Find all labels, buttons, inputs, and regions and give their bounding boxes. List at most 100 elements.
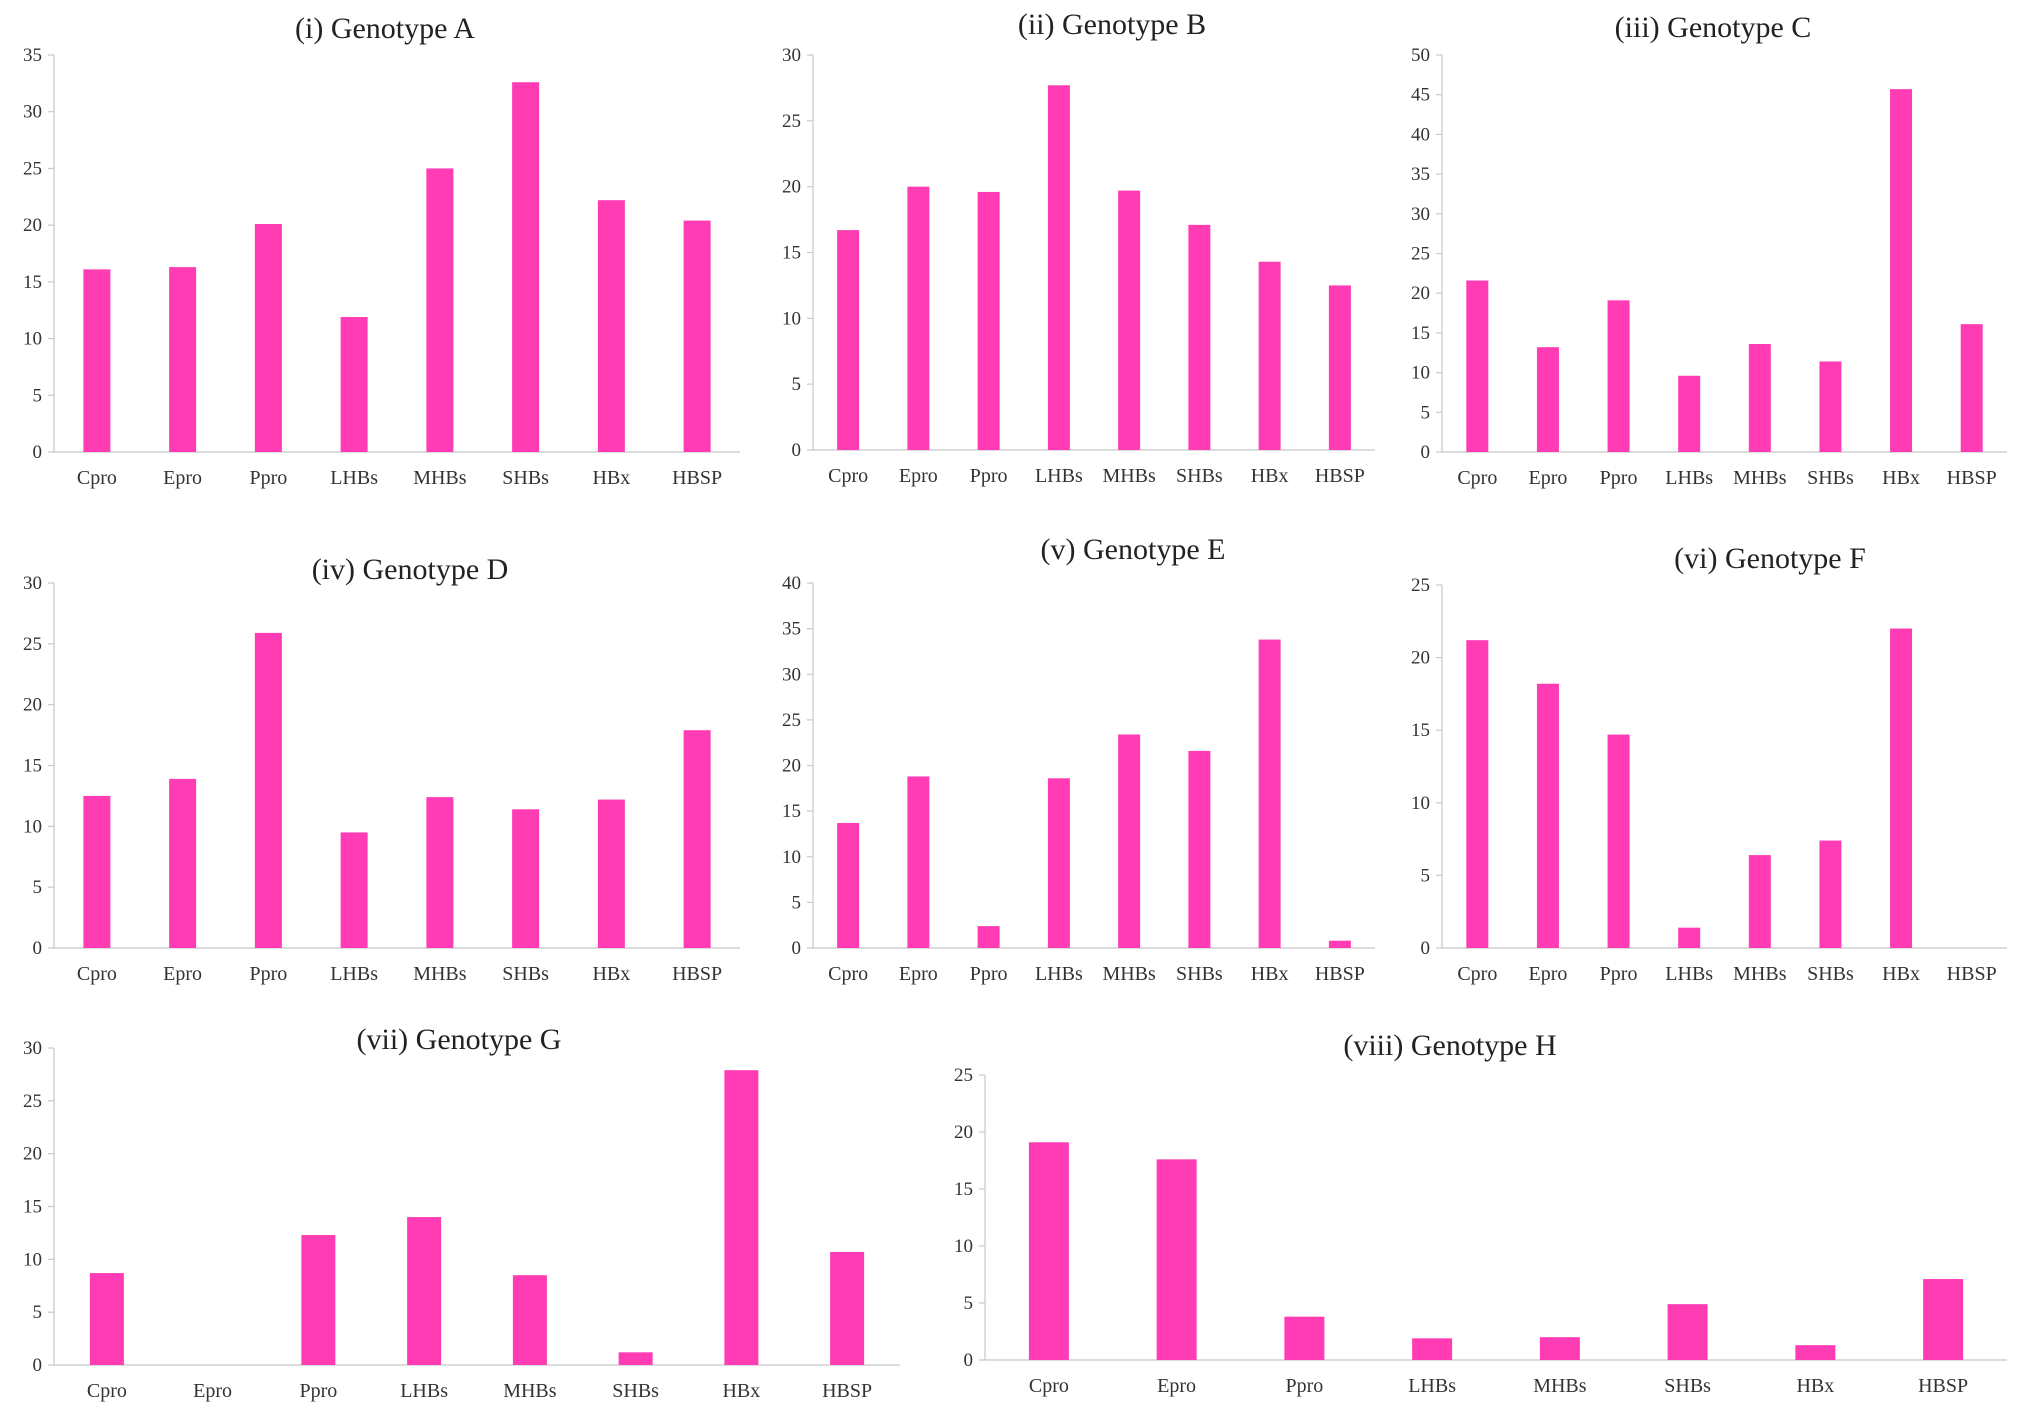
x-category-label: LHBs [330, 963, 378, 985]
chart-title: (viii) Genotype H [1343, 1029, 1556, 1062]
bar-shbs [618, 1352, 653, 1365]
bar-epro [907, 186, 930, 450]
bar-ppro [1284, 1316, 1325, 1360]
bar-ppro [301, 1235, 336, 1365]
bar-lhbs [340, 832, 368, 948]
bar-epro [1536, 347, 1559, 452]
x-category-label: Cpro [77, 963, 117, 985]
bar-hbx [1258, 639, 1281, 948]
y-tick-label: 35 [23, 45, 42, 66]
bar-shbs [1819, 840, 1842, 948]
y-tick-label: 15 [782, 243, 801, 264]
bar-mhbs [1118, 190, 1141, 450]
y-tick-label: 15 [23, 756, 42, 777]
bar-ppro [977, 191, 1000, 450]
bar-hbx [1890, 89, 1913, 452]
bar-epro [1156, 1159, 1197, 1360]
x-category-label: HBx [1882, 963, 1920, 985]
bar-cpro [1466, 280, 1489, 452]
x-category-label: MHBs [1733, 467, 1787, 489]
y-tick-label: 5 [792, 374, 802, 395]
y-tick-label: 15 [954, 1179, 973, 1200]
y-tick-label: 0 [33, 1355, 43, 1376]
x-category-label: SHBs [502, 963, 549, 985]
x-category-label: LHBs [1408, 1375, 1456, 1397]
bar-mhbs [1748, 344, 1771, 452]
y-tick-label: 5 [33, 877, 43, 898]
y-tick-label: 0 [33, 938, 43, 959]
bar-shbs [1819, 361, 1842, 452]
x-category-label: HBSP [1947, 467, 1997, 489]
bar-hbx [1795, 1345, 1836, 1360]
x-category-label: LHBs [1665, 963, 1713, 985]
chart-title: (iv) Genotype D [312, 553, 509, 586]
bar-mhbs [512, 1275, 547, 1365]
bar-hbsp [830, 1251, 865, 1365]
y-tick-label: 25 [1411, 244, 1430, 265]
x-category-label: HBSP [672, 963, 722, 985]
y-tick-label: 30 [1411, 204, 1430, 225]
y-tick-label: 10 [1411, 363, 1430, 384]
x-category-label: Epro [1528, 467, 1567, 489]
y-tick-label: 5 [792, 892, 802, 913]
y-tick-label: 40 [782, 573, 801, 594]
y-tick-label: 0 [1421, 938, 1431, 959]
bar-lhbs [340, 317, 368, 452]
x-category-label: LHBs [1665, 467, 1713, 489]
x-category-label: Ppro [249, 467, 287, 489]
y-tick-label: 10 [23, 1249, 42, 1270]
x-category-label: MHBs [413, 963, 467, 985]
bar-hbsp [683, 220, 711, 452]
x-category-label: Epro [1528, 963, 1567, 985]
y-tick-label: 0 [792, 938, 802, 959]
bar-cpro [837, 822, 860, 948]
bar-lhbs [1678, 375, 1701, 452]
x-category-label: Ppro [1600, 963, 1638, 985]
bar-mhbs [1118, 734, 1141, 948]
bar-mhbs [426, 168, 454, 452]
bar-lhbs [407, 1217, 442, 1365]
x-category-label: Epro [899, 963, 938, 985]
y-tick-label: 15 [782, 801, 801, 822]
y-tick-label: 25 [782, 111, 801, 132]
x-category-label: Ppro [1600, 467, 1638, 489]
x-category-label: SHBs [1807, 963, 1854, 985]
bar-lhbs [1047, 778, 1070, 948]
bar-shbs [512, 82, 540, 453]
bar-ppro [254, 632, 282, 948]
y-tick-label: 30 [782, 45, 801, 66]
bar-ppro [1607, 734, 1630, 948]
y-tick-label: 5 [33, 385, 43, 406]
x-category-label: Epro [1157, 1375, 1196, 1397]
y-tick-label: 35 [782, 619, 801, 640]
x-category-label: Ppro [970, 465, 1008, 487]
x-category-label: MHBs [1102, 465, 1156, 487]
y-tick-label: 10 [23, 816, 42, 837]
y-tick-label: 40 [1411, 124, 1430, 145]
x-category-label: HBx [722, 1380, 760, 1402]
y-tick-label: 0 [792, 440, 802, 461]
x-category-label: HBSP [1315, 465, 1365, 487]
x-category-label: SHBs [1664, 1375, 1711, 1397]
y-tick-label: 15 [23, 272, 42, 293]
x-category-label: Cpro [77, 467, 117, 489]
bar-shbs [1188, 224, 1211, 450]
bar-mhbs [1539, 1337, 1580, 1360]
chart-title: (i) Genotype A [295, 12, 475, 45]
chart-title: (vii) Genotype G [357, 1023, 562, 1056]
bar-hbsp [1923, 1279, 1964, 1360]
x-category-label: HBSP [1918, 1375, 1968, 1397]
x-category-label: MHBs [503, 1380, 557, 1402]
x-category-label: Epro [899, 465, 938, 487]
y-tick-label: 25 [23, 634, 42, 655]
bar-hbsp [1328, 285, 1351, 450]
x-category-label: LHBs [1035, 963, 1083, 985]
y-tick-label: 15 [1411, 720, 1430, 741]
x-category-label: HBSP [1947, 963, 1997, 985]
y-tick-label: 20 [23, 215, 42, 236]
y-tick-label: 30 [782, 664, 801, 685]
x-category-label: Ppro [249, 963, 287, 985]
x-category-label: SHBs [1176, 465, 1223, 487]
chart-title: (iii) Genotype C [1615, 11, 1812, 44]
chart-panel-6: (vi) Genotype F 0 5 10 15 20 25 Cpro Epro Ppro LHB… [1411, 542, 2007, 985]
